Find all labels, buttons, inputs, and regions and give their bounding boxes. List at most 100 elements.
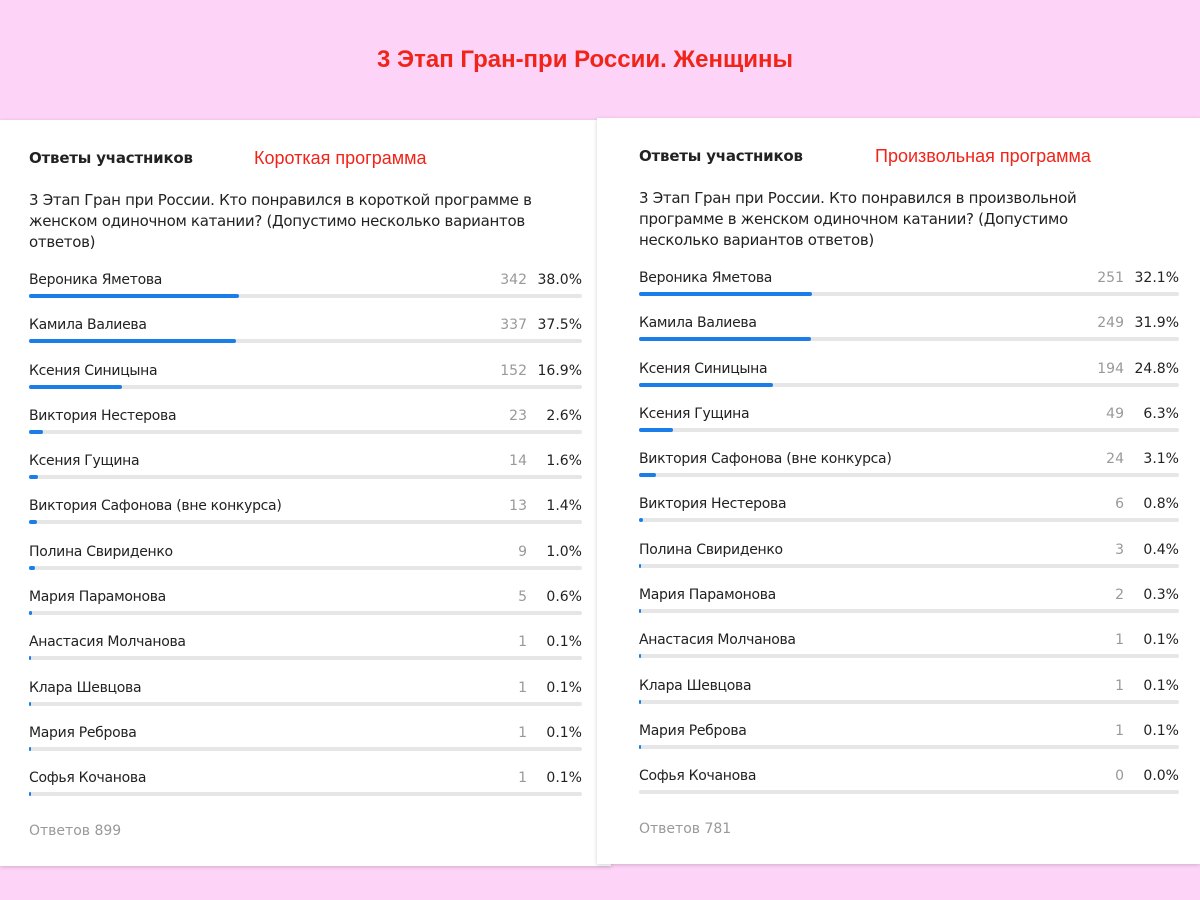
vote-percent: 38.0% — [537, 272, 582, 288]
progress-track — [29, 746, 582, 751]
vote-percent: 0.1% — [1143, 722, 1179, 739]
progress-track — [29, 294, 582, 298]
progress-fill — [29, 294, 240, 298]
vote-percent: 0.3% — [1143, 587, 1179, 604]
candidate-name: Софья Кочанова — [29, 770, 147, 787]
candidate-name: Ксения Гущина — [29, 453, 140, 470]
vote-percent: 0.0% — [1143, 768, 1179, 785]
progress-track — [29, 565, 582, 570]
progress-track — [639, 563, 1179, 568]
candidate-name: Виктория Нестерова — [29, 407, 177, 424]
candidate-name: Виктория Нестерова — [639, 496, 787, 513]
progress-track — [639, 790, 1179, 795]
results-list: Вероника Яметова 342 38.0% Камила Валиева 33… — [29, 272, 582, 816]
progress-track — [639, 654, 1179, 659]
progress-fill — [29, 384, 123, 389]
panel-header: Ответы участников — [639, 147, 803, 165]
vote-count: 49 — [1106, 405, 1124, 422]
progress-track — [29, 656, 582, 661]
progress-fill — [639, 609, 642, 614]
vote-percent: 31.9% — [1134, 315, 1179, 332]
progress-track — [639, 744, 1179, 749]
vote-count: 152 — [500, 362, 527, 379]
candidate-name: Мария Парамонова — [639, 587, 776, 604]
vote-percent: 1.6% — [546, 453, 582, 470]
candidate-name: Ксения Гущина — [639, 405, 750, 422]
progress-track — [639, 337, 1179, 342]
vote-count: 23 — [509, 407, 527, 424]
vote-count: 24 — [1106, 451, 1124, 468]
progress-fill — [29, 746, 32, 751]
vote-count: 342 — [500, 272, 527, 288]
vote-percent: 37.5% — [537, 317, 582, 334]
progress-fill — [29, 656, 32, 661]
progress-fill — [639, 744, 642, 749]
vote-percent: 0.4% — [1143, 541, 1179, 558]
page-title: 3 Этап Гран-при России. Женщины — [377, 46, 793, 73]
progress-fill — [29, 565, 35, 570]
result-row: Клара Шевцова 1 0.1% — [639, 678, 1179, 723]
progress-fill — [639, 427, 674, 432]
program-label: Произвольная программа — [875, 146, 1091, 166]
result-row: Мария Реброва 1 0.1% — [639, 723, 1179, 768]
candidate-name: Ксения Синицына — [639, 360, 768, 377]
free-program-panel: Ответы участников Произвольная программа… — [597, 118, 1200, 864]
progress-fill — [29, 701, 32, 706]
progress-fill — [639, 518, 644, 523]
vote-count: 1 — [1115, 632, 1124, 649]
progress-track — [639, 473, 1179, 478]
short-program-panel: Ответы участников Короткая программа 3 Э… — [0, 120, 611, 866]
progress-track — [29, 792, 582, 797]
result-row: Виктория Нестерова 6 0.8% — [639, 496, 1179, 541]
vote-percent: 0.1% — [546, 634, 582, 651]
result-row: Полина Свириденко 9 1.0% — [29, 544, 582, 589]
vote-percent: 3.1% — [1143, 451, 1179, 468]
result-row: Вероника Яметова 251 32.1% — [639, 270, 1179, 315]
result-row: Полина Свириденко 3 0.4% — [639, 542, 1179, 587]
candidate-name: Анастасия Молчанова — [29, 634, 186, 651]
progress-track — [639, 699, 1179, 704]
progress-track — [29, 429, 582, 434]
candidate-name: Софья Кочанова — [639, 768, 757, 785]
result-row: Виктория Сафонова (вне конкурса) 24 3.1% — [639, 451, 1179, 496]
results-list: Вероника Яметова 251 32.1% Камила Валиева 24… — [639, 270, 1179, 814]
question-text: 3 Этап Гран при России. Кто понравился в… — [29, 191, 532, 251]
progress-fill — [29, 475, 38, 480]
result-row: Камила Валиева 249 31.9% — [639, 315, 1179, 360]
progress-track — [29, 520, 582, 525]
vote-count: 0 — [1115, 768, 1124, 785]
total-answers: Ответов 781 — [639, 821, 732, 837]
progress-fill — [29, 792, 32, 797]
progress-track — [639, 382, 1179, 387]
candidate-name: Виктория Сафонова (вне конкурса) — [29, 498, 282, 515]
progress-fill — [639, 292, 813, 296]
vote-count: 13 — [509, 498, 527, 515]
candidate-name: Камила Валиева — [29, 317, 147, 334]
result-row: Ксения Синицына 152 16.9% — [29, 363, 582, 408]
progress-fill — [639, 337, 812, 342]
vote-count: 337 — [500, 317, 527, 334]
progress-fill — [29, 429, 44, 434]
candidate-name: Полина Свириденко — [29, 543, 173, 560]
progress-fill — [639, 654, 642, 659]
vote-count: 1 — [518, 770, 527, 787]
vote-count: 1 — [1115, 677, 1124, 694]
progress-track — [639, 518, 1179, 523]
vote-count: 14 — [509, 453, 527, 470]
candidate-name: Виктория Сафонова (вне конкурса) — [639, 451, 892, 468]
vote-percent: 6.3% — [1143, 405, 1179, 422]
vote-count: 194 — [1097, 360, 1124, 377]
vote-count: 1 — [518, 634, 527, 651]
candidate-name: Клара Шевцова — [639, 677, 752, 694]
progress-fill — [639, 473, 656, 478]
result-row: Софья Кочанова 1 0.1% — [29, 770, 582, 815]
vote-percent: 2.6% — [546, 407, 582, 424]
progress-fill — [29, 520, 37, 525]
vote-count: 249 — [1097, 315, 1124, 332]
vote-percent: 0.1% — [546, 724, 582, 741]
progress-track — [29, 701, 582, 706]
vote-count: 1 — [1115, 722, 1124, 739]
vote-percent: 0.1% — [546, 770, 582, 787]
vote-percent: 0.6% — [546, 589, 582, 606]
vote-percent: 0.8% — [1143, 496, 1179, 513]
